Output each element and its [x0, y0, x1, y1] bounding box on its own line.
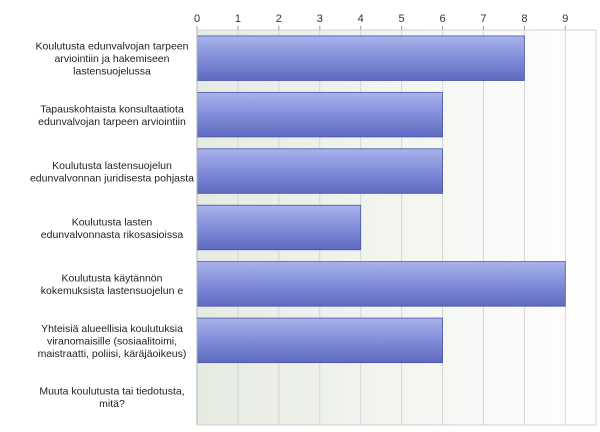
x-tick-label: 0 [194, 13, 200, 25]
x-tick-label: 6 [439, 13, 445, 25]
category-label-line: lastensuojelussa [73, 66, 151, 78]
bar [196, 317, 443, 364]
category-label-line: maistraatti, poliisi, käräjäoikeus) [38, 348, 187, 360]
x-tick-label: 3 [317, 13, 323, 25]
category-label: Muuta koulutusta tai tiedotusta, mitä? [39, 386, 184, 411]
category-label-line: viranomaisille (sosiaalitoimi, [47, 335, 177, 347]
category-labels: Koulutusta edunvalvojan tarpeen arviointi… [30, 41, 194, 410]
category-label-line: Koulutusta käytännön [62, 273, 163, 285]
bar [196, 261, 566, 307]
bars [196, 35, 566, 364]
bar [196, 148, 443, 194]
category-label-line: Yhteisiä alueellisia koulutuksia [41, 323, 183, 335]
category-label: Koulutusta lasten edunvalvonnasta rikosas… [41, 216, 184, 241]
category-label-line: kokemuksista lastensuojelun e [41, 285, 184, 297]
category-label-line: Koulutusta lastensuojelun [52, 160, 172, 172]
bar [196, 204, 362, 251]
category-label-line: Muuta koulutusta tai tiedotusta, [39, 386, 184, 398]
category-label-line: Tapauskohtaista konsultaatiota [40, 103, 184, 115]
x-tick-label: 9 [562, 13, 568, 25]
x-tick-label: 4 [358, 13, 364, 25]
category-label-line: Koulutusta edunvalvojan tarpeen [36, 41, 189, 53]
bar [196, 35, 525, 81]
category-label-line: mitä? [99, 398, 125, 410]
x-tick-label: 2 [276, 13, 282, 25]
category-label: Tapauskohtaista konsultaatiota edunvalvoj… [38, 103, 186, 128]
category-label: Koulutusta käytännön kokemuksista lastens… [41, 273, 184, 298]
category-label-line: edunvalvojan tarpeen arviointiin [38, 116, 186, 128]
bar [196, 91, 443, 138]
x-tick-label: 1 [235, 13, 241, 25]
category-label-line: edunvalvonnan juridisesta pohjasta [30, 172, 194, 184]
category-label: Yhteisiä alueellisia koulutuksia viranoma… [38, 323, 187, 360]
category-label-line: Koulutusta lasten [72, 216, 153, 228]
category-label: Koulutusta edunvalvojan tarpeen arviointi… [36, 41, 189, 78]
category-label: Koulutusta lastensuojelun edunvalvonnan j… [30, 160, 194, 185]
x-tick-label: 8 [521, 13, 527, 25]
category-label-line: edunvalvonnasta rikosasioissa [41, 229, 184, 241]
x-axis-ticks: 0 1 2 3 4 5 6 7 8 9 [194, 13, 568, 30]
category-label-line: arviointiin ja hakemiseen [55, 53, 170, 65]
x-tick-label: 5 [399, 13, 405, 25]
x-tick-label: 7 [480, 13, 486, 25]
